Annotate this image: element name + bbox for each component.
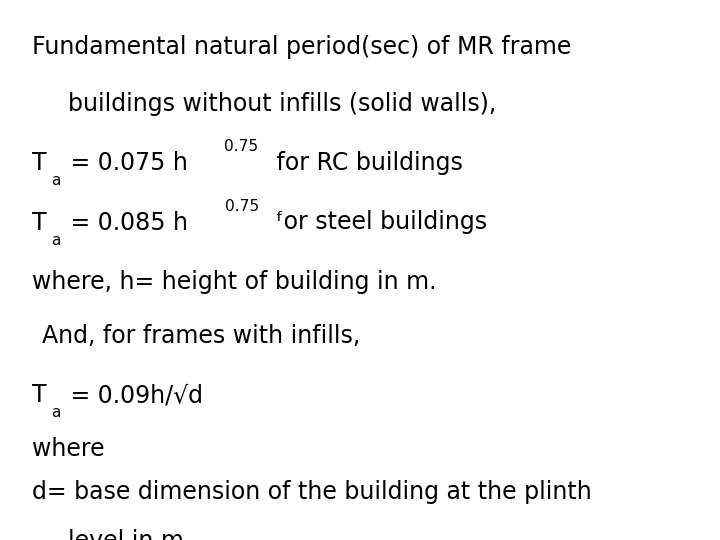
Text: a: a — [51, 233, 60, 248]
Text: = 0.085 h: = 0.085 h — [63, 211, 189, 234]
Text: d= base dimension of the building at the plinth: d= base dimension of the building at the… — [32, 481, 592, 504]
Text: for RC buildings: for RC buildings — [269, 151, 462, 175]
Text: Fundamental natural period(sec) of MR frame: Fundamental natural period(sec) of MR fr… — [32, 35, 572, 59]
Text: T: T — [32, 211, 47, 234]
Text: ᶠor steel buildings: ᶠor steel buildings — [269, 211, 487, 234]
Text: = 0.09h/√d: = 0.09h/√d — [63, 383, 203, 407]
Text: And, for frames with infills,: And, for frames with infills, — [42, 324, 360, 348]
Text: T: T — [32, 383, 47, 407]
Text: level in m: level in m — [68, 529, 184, 540]
Text: 0.75: 0.75 — [225, 199, 259, 214]
Text: where: where — [32, 437, 105, 461]
Text: where, h= height of building in m.: where, h= height of building in m. — [32, 270, 437, 294]
Text: = 0.075 h: = 0.075 h — [63, 151, 188, 175]
Text: a: a — [51, 173, 60, 188]
Text: buildings without infills (solid walls),: buildings without infills (solid walls), — [68, 92, 497, 116]
Text: 0.75: 0.75 — [225, 139, 258, 154]
Text: a: a — [51, 406, 60, 421]
Text: T: T — [32, 151, 47, 175]
